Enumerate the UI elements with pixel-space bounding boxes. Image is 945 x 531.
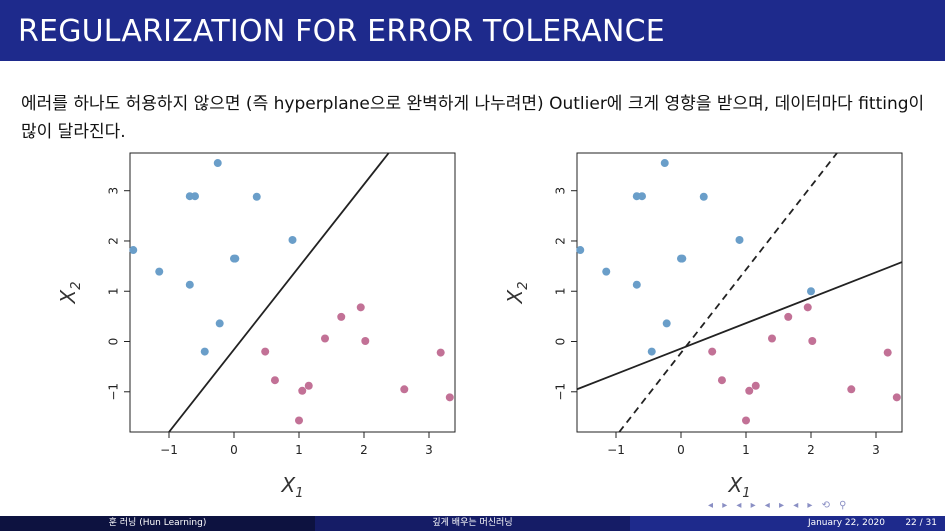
- hyperplane-dashed-line: [618, 153, 838, 432]
- blue-data-point: [231, 254, 240, 263]
- title-bar: REGULARIZATION FOR ERROR TOLERANCE: [0, 0, 945, 61]
- pink-data-point: [304, 381, 313, 390]
- pink-data-point: [768, 334, 776, 343]
- pink-data-point: [445, 393, 454, 402]
- y-axis-title-subscript: 2: [516, 282, 531, 290]
- scatter-plot-right: −1 0 1 2 3 −1 0 1 2 3 X1 X2: [487, 145, 907, 509]
- pink-data-point: [808, 337, 817, 346]
- blue-data-point: [638, 192, 646, 201]
- blue-data-point: [200, 347, 209, 356]
- x-tick-label: 2: [360, 443, 368, 457]
- plot-frame: [576, 152, 903, 433]
- slide-body-text: 에러를 하나도 허용하지 않으면 (즉 hyperplane으로 완벽하게 나누…: [21, 94, 925, 142]
- scatter-plot-left: −1 0 1 2 3 −1 0 1 2 3 X1 X2: [40, 145, 460, 509]
- y-tick-label: −1: [554, 383, 568, 401]
- x-axis-title-subscript: 1: [295, 486, 303, 501]
- pink-data-point: [261, 347, 270, 356]
- x-tick-label: 2: [807, 443, 815, 457]
- y-axis-title-subscript: 2: [69, 282, 84, 290]
- footer-right: January 22, 2020 22 / 31: [630, 516, 945, 531]
- x-axis-title: X1: [281, 473, 304, 501]
- blue-data-point: [647, 347, 656, 356]
- x-tick-label: 3: [872, 443, 880, 457]
- blue-data-point: [807, 287, 815, 296]
- x-tick-label: 3: [425, 443, 433, 457]
- y-tick-label: 2: [107, 237, 121, 245]
- plot-frame: [129, 152, 456, 433]
- blue-data-point: [252, 192, 261, 201]
- x-tick-label: 1: [295, 443, 303, 457]
- blue-data-point: [660, 159, 669, 168]
- y-axis-title: X2: [503, 282, 531, 305]
- footer-page-number: 22 / 31: [905, 518, 937, 528]
- x-axis-title: X1: [728, 473, 751, 501]
- pink-data-point: [298, 386, 307, 395]
- blue-data-point: [632, 280, 641, 289]
- pink-data-point: [784, 312, 793, 321]
- blue-data-point: [576, 246, 585, 255]
- y-tick-label: 1: [107, 287, 121, 295]
- y-axis-title: X2: [56, 282, 84, 305]
- y-tick-label: 0: [107, 338, 121, 346]
- blue-data-point: [185, 280, 194, 289]
- scatter-plot-right-svg: −1 0 1 2 3 −1 0 1 2 3 X1 X2: [503, 152, 903, 501]
- pink-data-point: [361, 337, 370, 346]
- x-tick-label: −1: [160, 443, 178, 457]
- pink-data-point: [708, 347, 717, 356]
- blue-data-point: [699, 192, 708, 201]
- x-tick-label: 0: [677, 443, 685, 457]
- pink-data-point: [436, 348, 445, 357]
- pink-data-point: [295, 416, 303, 425]
- pink-data-point: [270, 376, 279, 385]
- slide-title: REGULARIZATION FOR ERROR TOLERANCE: [18, 14, 665, 49]
- blue-data-point: [678, 254, 687, 263]
- blue-data-point: [215, 319, 224, 328]
- y-tick-label: 0: [554, 338, 568, 346]
- pink-data-point: [883, 348, 892, 357]
- pink-data-point: [892, 393, 901, 402]
- pink-data-point: [400, 385, 409, 394]
- pink-data-point: [337, 312, 346, 321]
- blue-data-point: [662, 319, 671, 328]
- pink-data-point: [717, 376, 726, 385]
- footer-course: 깊게 배우는 머신러닝: [315, 516, 630, 531]
- y-tick-label: 1: [554, 287, 568, 295]
- footer: 훈 러닝 (Hun Learning) 깊게 배우는 머신러닝 January …: [0, 516, 945, 531]
- hyperplane-solid-line: [577, 261, 902, 391]
- x-tick-label: 0: [230, 443, 238, 457]
- y-tick-label: 3: [554, 187, 568, 195]
- blue-data-point: [155, 267, 164, 276]
- scatter-plot-left-svg: −1 0 1 2 3 −1 0 1 2 3 X1 X2: [56, 152, 456, 501]
- pink-data-point: [751, 381, 760, 390]
- blue-data-point: [602, 267, 611, 276]
- y-tick-label: 3: [107, 187, 121, 195]
- blue-data-point: [129, 246, 138, 255]
- pink-data-point: [742, 416, 750, 425]
- pink-data-point: [356, 303, 365, 312]
- x-tick-label: 1: [742, 443, 750, 457]
- pink-data-point: [847, 385, 856, 394]
- x-tick-label: −1: [607, 443, 625, 457]
- footer-date: January 22, 2020: [807, 518, 885, 528]
- pink-data-point: [321, 334, 329, 343]
- blue-data-point: [213, 159, 222, 168]
- pink-data-point: [745, 386, 754, 395]
- blue-data-point: [191, 192, 199, 201]
- y-tick-label: 2: [554, 237, 568, 245]
- footer-author: 훈 러닝 (Hun Learning): [0, 516, 315, 531]
- beamer-navigation-icons[interactable]: ◂ ▸ ◂ ▸ ◂ ▸ ◂ ▸ ⟲ ⚲: [708, 500, 850, 511]
- pink-data-point: [803, 303, 812, 312]
- blue-data-point: [288, 235, 297, 244]
- hyperplane-solid-line: [168, 153, 390, 432]
- blue-data-point: [735, 235, 744, 244]
- y-tick-label: −1: [107, 383, 121, 401]
- x-axis-title-subscript: 1: [742, 486, 750, 501]
